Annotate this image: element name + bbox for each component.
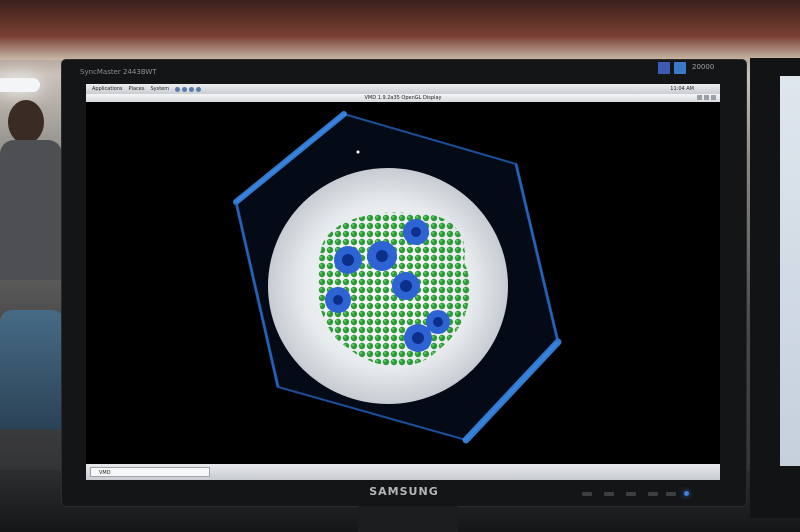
vmd-window-title: VMD 1.9.2a35 OpenGL Display — [86, 94, 720, 102]
badge-icon — [674, 62, 686, 74]
maximize-icon[interactable] — [704, 95, 709, 100]
monitor-button[interactable] — [582, 492, 592, 496]
panel-clock[interactable]: 11:04 AM — [670, 86, 694, 92]
monitor-screen: Applications Places System 11:04 AM VMD … — [86, 84, 720, 480]
ceiling-light — [0, 78, 40, 92]
simulation-box-edge — [462, 338, 562, 444]
ceiling — [0, 0, 800, 60]
monitor: SyncMaster 2443BWT 20000 Applications Pl… — [62, 60, 746, 506]
background-person — [0, 100, 62, 280]
minimize-icon[interactable] — [697, 95, 702, 100]
launcher-icon[interactable] — [175, 86, 181, 92]
monitor-button[interactable] — [666, 492, 676, 496]
bottom-panel: VMD — [86, 464, 720, 480]
opengl-display[interactable] — [86, 102, 720, 464]
monitor-brand: SAMSUNG — [369, 485, 439, 498]
monitor-model-label: SyncMaster 2443BWT — [80, 68, 157, 76]
monitor-button[interactable] — [648, 492, 658, 496]
monitor-button[interactable] — [626, 492, 636, 496]
office-chair — [0, 310, 64, 430]
launcher-icons — [175, 86, 202, 92]
window-controls — [697, 95, 716, 100]
molecule-visualization — [233, 111, 562, 444]
monitor-stand — [358, 506, 458, 532]
monitor-top-label: 20000 — [692, 63, 715, 71]
simulation-box-edge — [234, 201, 280, 388]
protein-cluster — [317, 212, 470, 367]
launcher-icon[interactable] — [182, 86, 188, 92]
badge-icon — [658, 62, 670, 74]
simulation-box-edge — [514, 163, 560, 343]
launcher-icon[interactable] — [196, 86, 202, 92]
cursor-dot — [356, 150, 360, 154]
menu-applications[interactable]: Applications — [92, 86, 123, 92]
menu-places[interactable]: Places — [128, 86, 145, 92]
second-monitor — [750, 58, 800, 518]
menu-system[interactable]: System — [150, 86, 170, 92]
person-body — [0, 140, 62, 280]
close-icon[interactable] — [711, 95, 716, 100]
launcher-icon[interactable] — [189, 86, 195, 92]
monitor-button[interactable] — [604, 492, 614, 496]
taskbar-item-vmd[interactable]: VMD — [90, 467, 210, 477]
person-head — [8, 100, 44, 144]
second-monitor-screen — [780, 76, 800, 466]
simulation-box-edge — [233, 111, 347, 205]
top-panel: Applications Places System 11:04 AM — [86, 84, 720, 94]
power-led[interactable] — [684, 491, 689, 496]
